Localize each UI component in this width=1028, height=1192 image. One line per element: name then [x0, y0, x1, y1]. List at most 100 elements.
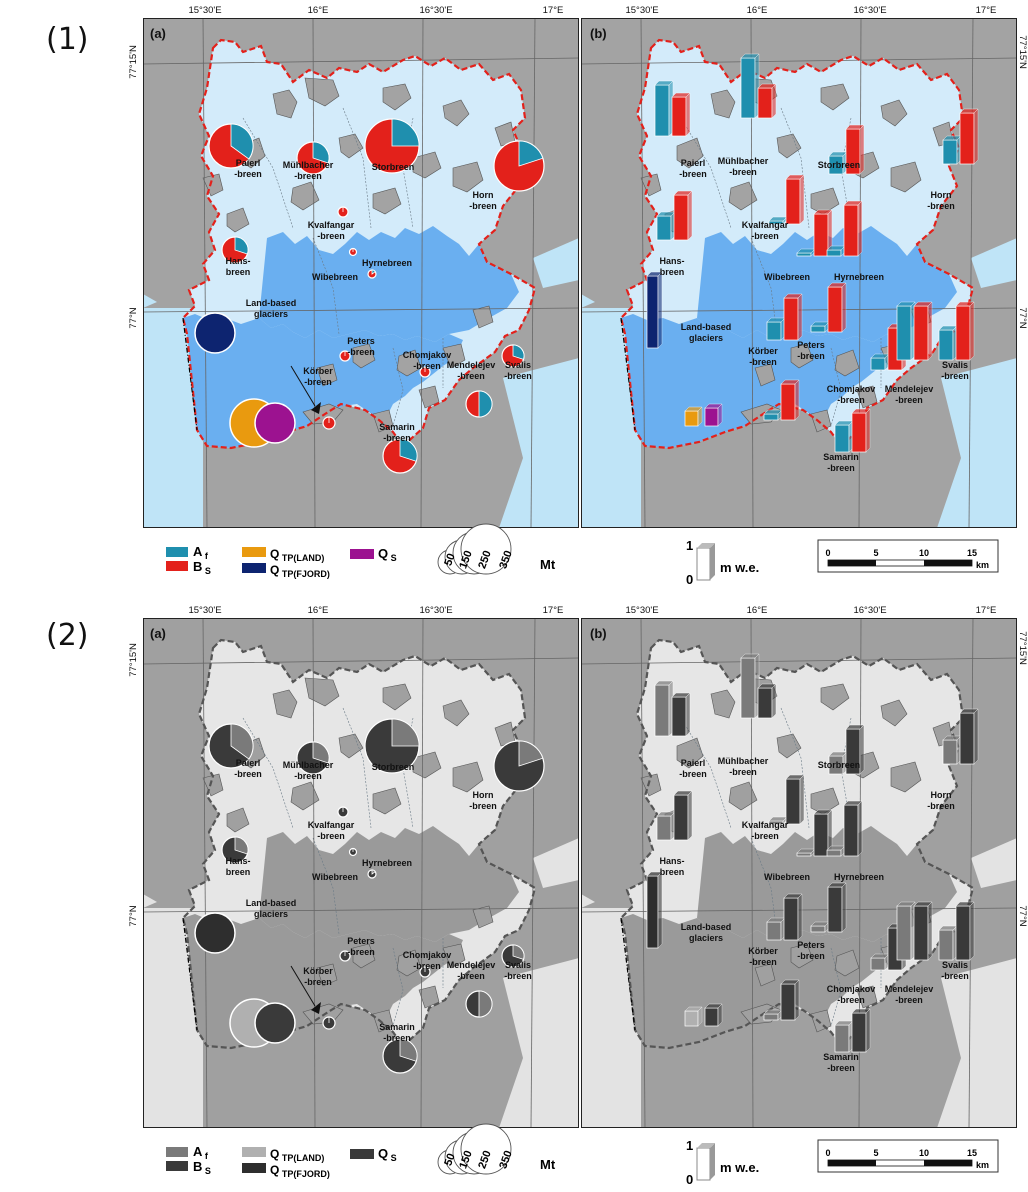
legend-label-qland: Q TP(LAND): [270, 547, 324, 563]
bar-side: [857, 800, 863, 857]
glacier-label: Mendelejev -breen: [447, 360, 496, 381]
glacier-label: Land-based glaciers: [246, 298, 297, 319]
bar-front: [870, 957, 886, 971]
pie-slice-af: [399, 1038, 418, 1062]
legend-label-af: A f: [193, 1144, 209, 1161]
bar-front: [785, 178, 801, 225]
bar-front: [843, 804, 859, 857]
legend-bar-unit: m w.e.: [720, 560, 759, 575]
bar-front: [959, 112, 975, 165]
legend-label-qs: Q S: [378, 1146, 397, 1163]
bar-front: [656, 815, 672, 841]
bar-side: [717, 403, 723, 427]
panel-letter: (b): [590, 626, 607, 641]
pie-slice-af: [391, 718, 420, 747]
legend-size-value: 250: [476, 549, 494, 570]
bar-side: [794, 979, 800, 1021]
bar-front: [959, 712, 975, 765]
fig2-panel-b: (b) Paierl -breen Mühlbacher -breen Storbree…: [581, 618, 1017, 1128]
bar-front: [813, 213, 829, 257]
bar-side: [841, 882, 847, 933]
scalebar-unit: km: [976, 560, 989, 570]
glacier-label: Storbreen: [818, 160, 861, 170]
bar-side: [797, 293, 803, 341]
bar-front: [646, 875, 659, 949]
bar-side: [857, 200, 863, 257]
legend-bar-max: 1: [686, 538, 693, 553]
bar-front: [785, 778, 801, 825]
legend-label-qfjord: Q TP(FJORD): [270, 563, 330, 579]
glacier-label: Peters -breen: [347, 936, 375, 957]
lon-label: 15°30'E: [625, 605, 658, 616]
lon-label: 17°E: [543, 605, 564, 616]
lon-label: 17°E: [976, 605, 997, 616]
legend-size-value: 350: [497, 1149, 515, 1170]
legend-bar-min: 0: [686, 1172, 693, 1187]
panel-letter: (a): [150, 626, 166, 641]
bar-front: [826, 249, 842, 257]
circle-qs: [254, 1002, 296, 1044]
bar-front: [766, 321, 782, 341]
glacier-label: Samarin -breen: [379, 1022, 415, 1043]
bar-front: [913, 305, 929, 361]
bar-side: [969, 901, 975, 961]
bar-front: [896, 305, 912, 361]
bar-front: [673, 194, 689, 241]
glacier-label: Kvalfangar -breen: [742, 220, 789, 241]
bar-front: [826, 849, 842, 857]
lon-label: 16°30'E: [853, 5, 886, 16]
bar-side: [859, 124, 865, 175]
circle-qs: [254, 402, 296, 444]
bar-front: [757, 687, 773, 719]
glacier-label: Körber -breen: [303, 366, 333, 387]
legend-label-qfjord: Q TP(FJORD): [270, 1163, 330, 1179]
bar-side: [657, 871, 663, 949]
glacier-label: Samarin -breen: [379, 422, 415, 443]
glacier-label: Svalis -breen: [504, 960, 532, 981]
legend-size-value: 150: [457, 549, 475, 570]
bar-side: [657, 271, 663, 349]
glacier-label: Samarin -breen: [823, 1052, 859, 1073]
fig1-bar-markers: [646, 53, 979, 453]
legend-bar-max: 1: [686, 1138, 693, 1153]
glacier-label: Land-based glaciers: [246, 898, 297, 919]
legend-swatch-qfjord: [242, 563, 266, 573]
bar-side: [771, 683, 777, 719]
legend-swatch-bs: [166, 1161, 188, 1171]
bar-side: [927, 301, 933, 361]
bar-front: [671, 696, 687, 737]
glacier-label: Svalis -breen: [941, 360, 969, 381]
lon-label: 17°E: [543, 5, 564, 16]
bar-side: [685, 92, 691, 137]
legend-label-af: A f: [193, 544, 209, 561]
bar-side: [799, 174, 805, 225]
bar-front: [813, 813, 829, 857]
glacier-label: Paierl -breen: [679, 158, 707, 179]
circle-qtp-fjord: [194, 312, 236, 354]
legend-unit-bar: [696, 547, 711, 581]
glacier-label: Horn -breen: [927, 790, 955, 811]
bar-front: [646, 275, 659, 349]
glacier-label: Mendelejev -breen: [885, 984, 934, 1005]
pie-slice-af: [478, 990, 493, 1018]
legend-swatch-bs: [166, 561, 188, 571]
pie-slice-af: [512, 344, 525, 360]
legend-label-bs: B S: [193, 559, 211, 576]
bar-front: [851, 412, 867, 453]
scalebar-tick: 10: [919, 548, 929, 558]
lon-label: 15°30'E: [188, 605, 221, 616]
bar-front: [783, 897, 799, 941]
glacier-label: Wibebreen: [764, 872, 810, 882]
bar-front: [704, 407, 719, 427]
lat-label: 77°N: [1017, 307, 1028, 328]
legend-swatch-qland: [242, 547, 266, 557]
glacier-label: Peters -breen: [797, 940, 825, 961]
legend-swatch-qland: [242, 1147, 266, 1157]
bar-front: [827, 886, 843, 933]
legend-size-value: 50: [442, 552, 457, 568]
bar-side: [797, 893, 803, 941]
bar-front: [834, 1024, 850, 1053]
glacier-label: Mühlbacher -breen: [283, 760, 334, 781]
bar-front: [955, 305, 971, 361]
scalebar-frame: [817, 1139, 999, 1173]
